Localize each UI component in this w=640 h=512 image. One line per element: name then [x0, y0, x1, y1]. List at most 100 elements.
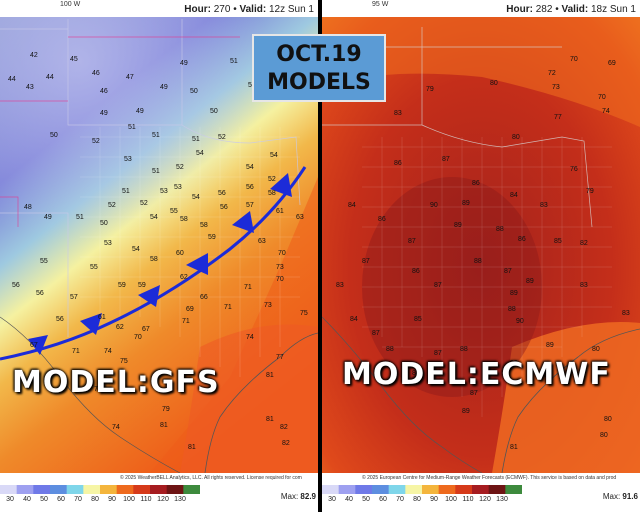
- gfs-temp-value: 49: [44, 214, 52, 221]
- gfs-temp-value: 51: [230, 58, 238, 65]
- ecmwf-colorbar-swatch: [422, 485, 440, 494]
- ecmwf-temp-value: 80: [592, 346, 600, 353]
- ecmwf-colorbar-swatch: [488, 485, 506, 494]
- gfs-temp-value: 75: [120, 358, 128, 365]
- gfs-temp-value: 81: [266, 372, 274, 379]
- gfs-colorbar-swatch: [66, 485, 84, 494]
- gfs-temp-value: 61: [98, 314, 106, 321]
- gfs-temp-value: 81: [160, 422, 168, 429]
- ecmwf-colorbar: [322, 485, 522, 494]
- gfs-temp-value: 77: [276, 354, 284, 361]
- gfs-colorbar-tick: 50: [40, 496, 48, 503]
- ecmwf-colorbar-tick: 130: [496, 496, 508, 503]
- gfs-temp-value: 74: [112, 424, 120, 431]
- ecmwf-temp-value: 84: [348, 202, 356, 209]
- gfs-temp-value: 48: [24, 204, 32, 211]
- ecmwf-colorbar-tick: 50: [362, 496, 370, 503]
- ecmwf-valid-time: Hour: 282 • Valid: 18z Sun 1: [506, 4, 636, 15]
- ecmwf-colorbar-swatch: [472, 485, 490, 494]
- ecmwf-temp-value: 84: [350, 316, 358, 323]
- gfs-temp-value: 51: [152, 132, 160, 139]
- gfs-temp-value: 59: [208, 234, 216, 241]
- title-box: OCT.19 MODELS: [252, 34, 386, 102]
- gfs-colorbar-swatch: [83, 485, 101, 494]
- ecmwf-temp-value: 89: [462, 200, 470, 207]
- ecmwf-temp-value: 69: [608, 60, 616, 67]
- gfs-colorbar: [0, 485, 200, 494]
- ecmwf-temp-value: 86: [472, 180, 480, 187]
- gfs-temp-value: 54: [132, 246, 140, 253]
- gfs-temp-value: 51: [76, 214, 84, 221]
- gfs-temp-value: 51: [122, 188, 130, 195]
- gfs-colorbar-swatch: [0, 485, 18, 494]
- gfs-temp-value: 71: [224, 304, 232, 311]
- gfs-temp-value: 49: [136, 108, 144, 115]
- ecmwf-legend: 30 40 50 60 70 80 90 100 110 120 130 Max: 91.6: [322, 483, 640, 512]
- title-line-2: MODELS: [267, 70, 371, 95]
- gfs-temp-value: 52: [92, 138, 100, 145]
- ecmwf-temp-value: 77: [554, 114, 562, 121]
- gfs-temp-value: 53: [104, 240, 112, 247]
- gfs-temp-value: 56: [56, 316, 64, 323]
- gfs-temp-value: 54: [270, 152, 278, 159]
- gfs-temp-value: 49: [100, 110, 108, 117]
- gfs-colorbar-tick: 130: [174, 496, 186, 503]
- ecmwf-temp-value: 83: [394, 110, 402, 117]
- ecmwf-colorbar-swatch: [405, 485, 423, 494]
- ecmwf-temp-value: 80: [604, 416, 612, 423]
- ecmwf-colorbar-swatch: [355, 485, 373, 494]
- gfs-temp-value: 74: [246, 334, 254, 341]
- gfs-temp-value: 53: [124, 156, 132, 163]
- title-line-1: OCT.19: [276, 42, 362, 67]
- gfs-temp-value: 67: [142, 326, 150, 333]
- gfs-temp-value: 56: [218, 190, 226, 197]
- gfs-temp-value: 52: [218, 134, 226, 141]
- gfs-temp-value: 50: [100, 220, 108, 227]
- gfs-temp-value: 50: [50, 132, 58, 139]
- gfs-temp-value: 52: [268, 176, 276, 183]
- gfs-temp-value: 54: [246, 164, 254, 171]
- panel-divider: [318, 0, 322, 512]
- gfs-temp-value: 55: [170, 208, 178, 215]
- gfs-colorbar-tick: 100: [123, 496, 135, 503]
- gfs-temp-value: 52: [176, 164, 184, 171]
- ecmwf-temp-value: 87: [434, 282, 442, 289]
- ecmwf-temp-value: 79: [586, 188, 594, 195]
- ecmwf-colorbar-swatch: [388, 485, 406, 494]
- ecmwf-temp-value: 86: [544, 372, 552, 379]
- gfs-model-label: MODEL:GFS: [12, 365, 220, 400]
- ecmwf-temp-value: 86: [412, 268, 420, 275]
- ecmwf-temp-value: 87: [372, 330, 380, 337]
- gfs-temp-value: 73: [276, 264, 284, 271]
- gfs-colorbar-tick: 60: [57, 496, 65, 503]
- gfs-colorbar-tick: 120: [157, 496, 169, 503]
- ecmwf-temp-value: 88: [474, 258, 482, 265]
- ecmwf-model-label: MODEL:ECMWF: [342, 357, 611, 392]
- ecmwf-temp-value: 87: [504, 268, 512, 275]
- gfs-temp-value: 44: [46, 74, 54, 81]
- ecmwf-temp-value: 87: [442, 156, 450, 163]
- gfs-temp-value: 75: [300, 310, 308, 317]
- gfs-temp-value: 82: [280, 424, 288, 431]
- gfs-credit: © 2025 WeatherBELL Analytics, LLC. All r…: [0, 473, 318, 483]
- ecmwf-temp-value: 87: [470, 390, 478, 397]
- ecmwf-colorbar-ticks: 30 40 50 60 70 80 90 100 110 120 130: [322, 496, 522, 506]
- gfs-colorbar-tick: 30: [6, 496, 14, 503]
- ecmwf-temp-value: 86: [378, 216, 386, 223]
- gfs-header: 100 W Hour: 270 • Valid: 12z Sun 1: [0, 0, 318, 17]
- ecmwf-temp-value: 83: [622, 310, 630, 317]
- gfs-colorbar-swatch: [16, 485, 34, 494]
- gfs-temp-value: 81: [188, 444, 196, 451]
- gfs-temp-value: 50: [210, 108, 218, 115]
- gfs-temp-value: 69: [186, 306, 194, 313]
- gfs-temp-value: 59: [118, 282, 126, 289]
- gfs-colorbar-swatch: [33, 485, 51, 494]
- ecmwf-max-value: Max: 91.6: [602, 492, 638, 501]
- gfs-temp-value: 46: [92, 70, 100, 77]
- gfs-temp-value: 45: [70, 56, 78, 63]
- gfs-temp-value: 66: [200, 294, 208, 301]
- lon-label-95w: 95 W: [372, 1, 389, 8]
- gfs-temp-value: 70: [134, 334, 142, 341]
- gfs-temp-value: 58: [150, 256, 158, 263]
- gfs-temp-value: 51: [128, 124, 136, 131]
